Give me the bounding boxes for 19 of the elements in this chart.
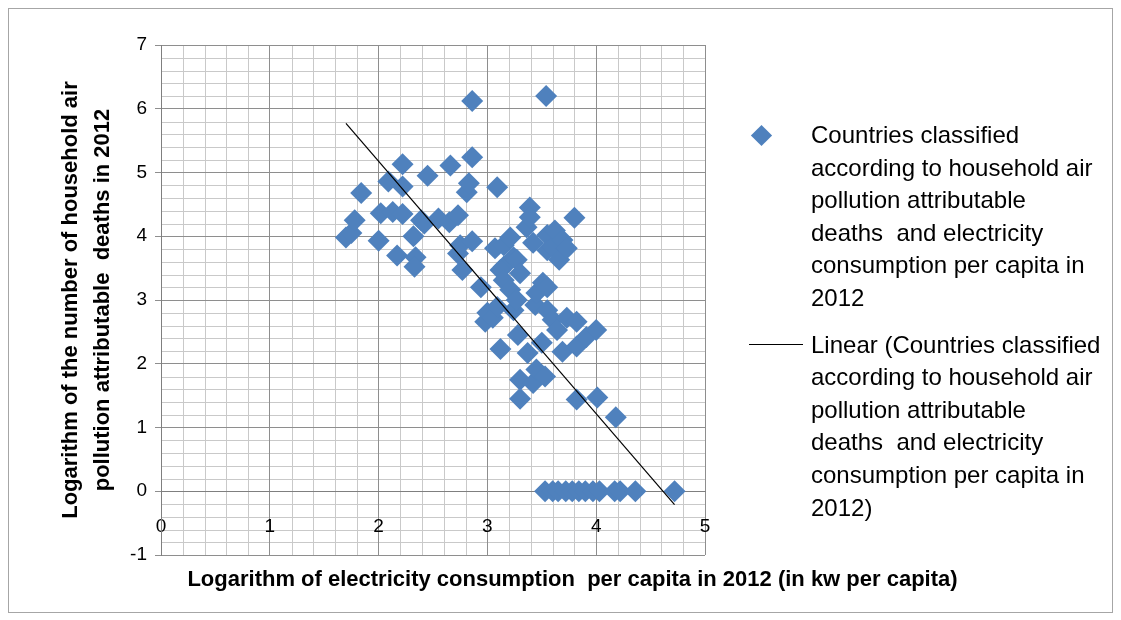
x-tick-label: 4 xyxy=(590,514,602,536)
legend-label: Linear (Countries classified according to household air pollution attributable deaths and electricity consumption per capita in 2012) xyxy=(811,329,1102,523)
y-tick-label: 1 xyxy=(136,415,147,437)
y-tick-label: 6 xyxy=(136,96,147,118)
y-tick-label: -1 xyxy=(130,543,147,565)
y-tick-label: 7 xyxy=(136,33,147,55)
legend-label: Countries classified according to household air pollution attributable deaths and electricity consumption per capita in 2012 xyxy=(811,120,1094,313)
x-axis-title: Logarithm of electricity consumption per capita in 2012 (in kw per capita) xyxy=(187,566,958,592)
x-tick-label: 1 xyxy=(264,514,276,536)
x-tick-label: 5 xyxy=(699,514,711,536)
y-tick-label: 0 xyxy=(136,479,147,501)
y-tick-label: 3 xyxy=(136,288,147,310)
x-tick-label: 2 xyxy=(373,514,384,536)
y-tick-label: 2 xyxy=(136,351,147,373)
y-axis-title: Logarithm of the number of household air pollution attributable deaths in 2012 xyxy=(57,80,114,519)
x-tick-label: 3 xyxy=(482,514,493,536)
x-tick-label: 0 xyxy=(155,514,167,536)
y-tick-label: 5 xyxy=(136,160,147,182)
y-tick-label: 4 xyxy=(136,224,148,246)
